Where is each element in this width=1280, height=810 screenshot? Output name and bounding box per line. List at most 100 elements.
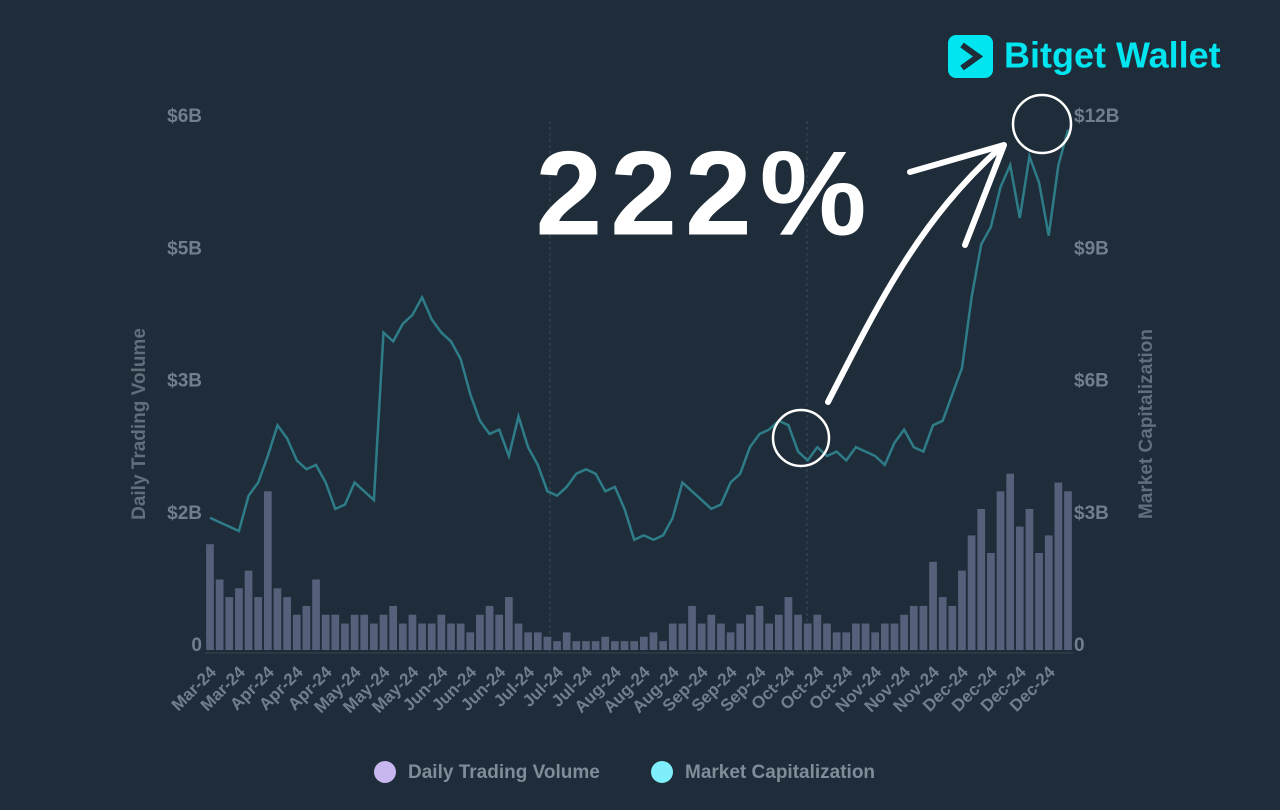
volume-bar: [948, 605, 957, 650]
y2-axis-title: Market Capitalization: [1136, 329, 1157, 519]
volume-bar: [794, 614, 802, 650]
volume-bar: [273, 588, 282, 650]
volume-bar: [360, 614, 369, 650]
volume-bar: [254, 597, 263, 650]
brand-name: Bitget Wallet: [1004, 35, 1221, 76]
y2-tick-label: $3B: [1074, 503, 1109, 524]
volume-bar: [649, 632, 658, 650]
y2-tick-label: $6B: [1074, 371, 1109, 392]
volume-bar: [852, 623, 860, 650]
volume-bar: [611, 641, 619, 650]
volume-bar: [938, 597, 947, 650]
volume-bar: [514, 623, 523, 650]
volume-bar: [524, 632, 532, 650]
volume-bar: [813, 614, 822, 650]
volume-bar: [591, 641, 600, 650]
volume-bar: [418, 623, 426, 650]
volume-bar: [427, 623, 436, 650]
y-tick-label: $5B: [167, 238, 202, 259]
volume-bar: [379, 614, 388, 650]
volume-bar: [389, 605, 398, 650]
y-axis-title: Daily Trading Volume: [129, 328, 150, 520]
volume-bar: [958, 570, 966, 650]
volume-bar: [630, 641, 639, 650]
volume-bar: [341, 623, 349, 650]
market-cap-line: [209, 129, 1070, 542]
volume-bar: [601, 636, 610, 650]
volume-bar: [746, 614, 754, 650]
legend-marker: [374, 761, 396, 783]
volume-bar: [890, 623, 899, 650]
volume-bar: [871, 632, 880, 650]
logo: Bitget Wallet: [948, 35, 1221, 78]
volume-bar: [476, 614, 484, 650]
highlight-circle: [771, 408, 831, 468]
volume-bar: [678, 623, 687, 650]
y2-tick-label: $12B: [1074, 106, 1119, 127]
highlight-circle: [1011, 93, 1073, 155]
volume-bar: [504, 597, 513, 650]
volume-bar: [533, 632, 542, 650]
volume-bar: [842, 632, 851, 650]
volume-bar: [370, 623, 378, 650]
volume-bar: [909, 605, 918, 650]
volume-bar: [225, 597, 234, 650]
y-tick-label: 0: [191, 635, 202, 656]
volume-bar: [408, 614, 417, 650]
volume-bar: [620, 641, 629, 650]
logo-icon: [948, 35, 993, 78]
annotation: 222%: [536, 127, 875, 261]
volume-bar: [880, 623, 889, 650]
volume-bar: [755, 605, 764, 650]
legend-marker: [651, 761, 673, 783]
volume-bar: [1025, 508, 1034, 650]
volume-bar: [582, 641, 590, 650]
arrow-head: [907, 142, 1007, 248]
volume-bar: [659, 641, 667, 650]
volume-bar: [466, 632, 475, 650]
volume-bar: [206, 544, 214, 650]
volume-bar: [726, 632, 735, 650]
volume-bar: [302, 605, 311, 650]
volume-bar: [707, 614, 716, 650]
volume-bar: [639, 636, 648, 650]
volume-bar: [283, 597, 291, 650]
arrow: [825, 145, 1003, 405]
volume-bar: [977, 508, 986, 650]
volume-bar: [765, 623, 774, 650]
volume-bar: [553, 641, 561, 650]
volume-bar: [861, 623, 870, 650]
volume-bar: [919, 605, 928, 650]
volume-bar: [717, 623, 725, 650]
y2-tick-label: $9B: [1074, 238, 1109, 259]
volume-bar: [350, 614, 359, 650]
volume-bar: [929, 561, 937, 650]
y2-tick-label: 0: [1074, 635, 1085, 656]
volume-bar: [967, 535, 976, 650]
volume-bar: [668, 623, 677, 650]
y-tick-label: $6B: [167, 106, 202, 127]
volume-bar: [543, 636, 552, 650]
volume-bar: [996, 491, 1005, 650]
volume-bar: [900, 614, 908, 650]
volume-bar: [688, 605, 696, 650]
volume-bar: [736, 623, 745, 650]
volume-bar: [774, 614, 783, 650]
volume-bar: [447, 623, 455, 650]
volume-bar: [263, 491, 272, 650]
volume-bar: [1015, 526, 1024, 650]
volume-bar: [1044, 535, 1053, 650]
logo-chevron: [960, 42, 984, 71]
volume-bar: [562, 632, 571, 650]
volume-bar: [823, 623, 831, 650]
legend-label: Daily Trading Volume: [408, 762, 600, 783]
volume-bar: [235, 588, 243, 650]
volume-bar: [987, 553, 995, 650]
volume-bar: [244, 570, 253, 650]
legend-label: Market Capitalization: [685, 762, 875, 783]
volume-bar: [784, 597, 793, 650]
y-tick-label: $3B: [167, 371, 202, 392]
